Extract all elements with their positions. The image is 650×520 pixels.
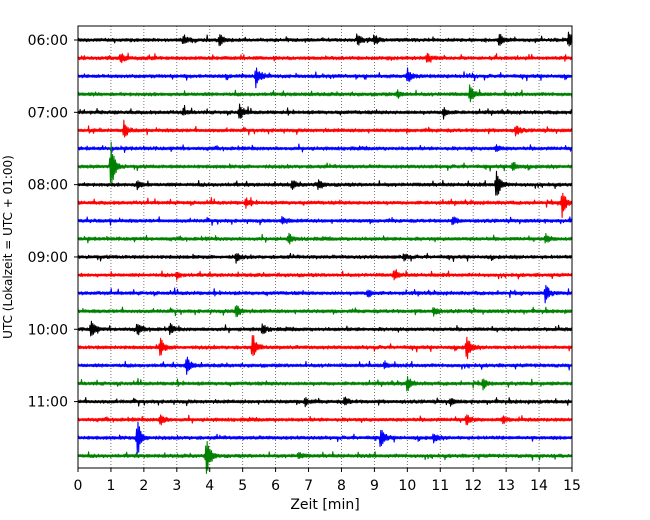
y-tick-label: 10:00 (28, 322, 68, 338)
x-tick-label: 8 (337, 478, 346, 494)
x-tick-label: 4 (205, 478, 214, 494)
plot-frame (77, 25, 573, 469)
y-axis-label: UTC (Lokalzeit = UTC + 01:00) (1, 155, 15, 339)
x-tick-label: 3 (172, 478, 181, 494)
trace-layer (77, 31, 573, 474)
y-tick-label: 09:00 (28, 250, 68, 266)
x-tick-label: 5 (238, 478, 247, 494)
seismogram-trace (77, 284, 573, 304)
y-tick-label: 06:00 (28, 33, 68, 49)
x-axis-label: Zeit [min] (290, 497, 359, 513)
x-axis: 0 1 2 3 4 5 6 7 8 9 10 11 12 13 14 15 (74, 468, 581, 494)
y-tick-label: 11:00 (28, 395, 68, 411)
y-tick-label: 08:00 (28, 178, 68, 194)
x-tick-label: 1 (106, 478, 115, 494)
seismogram-trace (77, 67, 573, 89)
seismogram-trace (77, 252, 573, 264)
x-tick-label: 6 (271, 478, 280, 494)
x-tick-label: 7 (304, 478, 313, 494)
x-tick-label: 12 (464, 478, 482, 494)
x-tick-label: 13 (497, 478, 515, 494)
x-tick-label: 14 (530, 478, 548, 494)
seismogram-trace (77, 170, 573, 196)
seismogram-trace (77, 441, 573, 474)
x-tick-label: 15 (563, 478, 581, 494)
seismogram-trace (77, 119, 573, 138)
x-tick-label: 0 (74, 478, 83, 494)
x-tick-label: 9 (370, 478, 379, 494)
x-tick-label: 2 (139, 478, 148, 494)
y-axis: 06:00 07:00 08:00 09:00 10:00 11:00 (28, 33, 78, 411)
y-tick-label: 07:00 (28, 105, 68, 121)
x-tick-label: 10 (398, 478, 416, 494)
seismogram-trace (77, 192, 573, 219)
x-tick-label: 11 (431, 478, 449, 494)
